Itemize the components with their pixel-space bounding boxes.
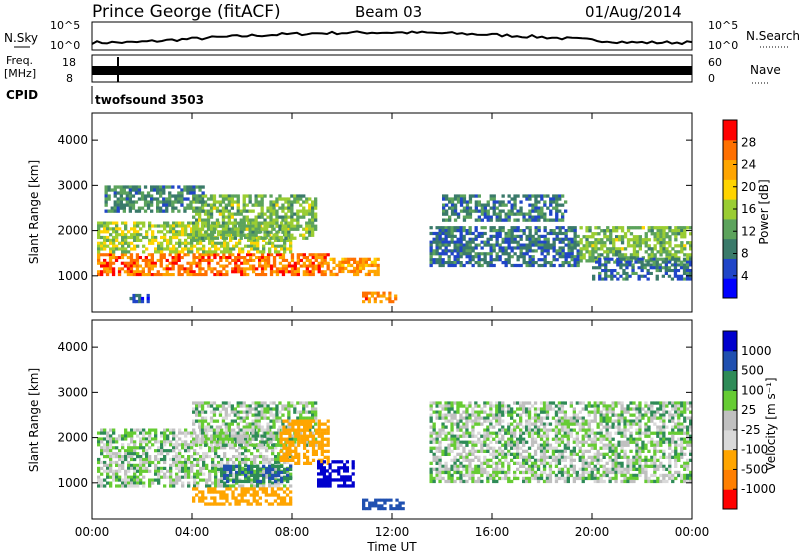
ytick-label: 2000 bbox=[57, 224, 88, 238]
power-ylabel: Slant Range [km] bbox=[27, 160, 41, 264]
velocity-echo-region bbox=[192, 487, 293, 506]
colorbar-tick-label: -500 bbox=[741, 462, 768, 476]
colorbar-swatch bbox=[723, 199, 737, 220]
xtick-label: 00:00 bbox=[675, 525, 710, 539]
ytick-label: 2000 bbox=[57, 431, 88, 445]
colorbar-swatch bbox=[723, 331, 737, 352]
noise-left-tick-top: 10^5 bbox=[50, 19, 80, 32]
power-echo-region bbox=[329, 257, 380, 277]
power-echo-region bbox=[362, 291, 398, 304]
colorbar-tick-label: 12 bbox=[741, 224, 756, 238]
cpid-name: twofsound 3503 bbox=[95, 93, 204, 107]
velocity-echo-region bbox=[279, 419, 330, 465]
colorbar-tick-label: 16 bbox=[741, 202, 756, 216]
colorbar-swatch bbox=[723, 390, 737, 411]
freq-label: Freq. bbox=[6, 54, 33, 67]
xtick-label: 12:00 bbox=[375, 525, 410, 539]
freq-right-tick-top: 60 bbox=[708, 56, 722, 69]
colorbar-swatch bbox=[723, 218, 737, 240]
velocity-colorbar: 1000 500 100 25 -25 -100 -500 -1000 bbox=[722, 330, 776, 510]
ytick-label: 3000 bbox=[57, 178, 88, 192]
nsky-label: N.Sky bbox=[4, 31, 38, 45]
freq-right-tick-bottom: 0 bbox=[708, 72, 715, 85]
power-echo-region bbox=[192, 194, 318, 240]
colorbar-tick-label: 500 bbox=[741, 364, 764, 378]
colorbar-swatch bbox=[723, 179, 737, 200]
velocity-colorbar-label: Velocity [m s⁻¹] bbox=[764, 377, 778, 470]
velocity-echo-region bbox=[429, 401, 693, 484]
power-echo-region bbox=[97, 253, 330, 277]
ytick-label: 1000 bbox=[57, 476, 88, 490]
freq-band bbox=[92, 66, 692, 75]
colorbar-swatch bbox=[723, 120, 737, 141]
xtick-label: 20:00 bbox=[575, 525, 610, 539]
freq-left-tick-top: 18 bbox=[62, 56, 76, 69]
beam-label: Beam 03 bbox=[355, 3, 422, 21]
colorbar-swatch bbox=[723, 489, 737, 510]
power-colorbar-label: Power [dB] bbox=[757, 179, 771, 244]
time-axis-label: Time UT bbox=[366, 540, 417, 554]
colorbar-tick-label: -1000 bbox=[741, 482, 776, 496]
colorbar-tick-label: 28 bbox=[741, 135, 756, 149]
power-echo-region bbox=[592, 257, 693, 281]
power-panel: 1000 2000 3000 4000 bbox=[57, 113, 693, 312]
power-colorbar: 4 8 12 16 20 24 28 bbox=[722, 119, 756, 299]
colorbar-swatch bbox=[723, 469, 737, 490]
colorbar-tick-label: 100 bbox=[741, 383, 764, 397]
colorbar-swatch bbox=[723, 350, 737, 372]
power-echo-region bbox=[129, 293, 150, 304]
freq-unit-label: [MHz] bbox=[4, 67, 36, 80]
colorbar-swatch bbox=[723, 159, 737, 180]
noise-right-tick-bottom: 10^0 bbox=[708, 39, 738, 52]
noise-left-tick-bottom: 10^0 bbox=[50, 39, 80, 52]
cpid-label: CPID bbox=[6, 88, 38, 102]
colorbar-frame bbox=[722, 330, 738, 510]
xtick-label: 04:00 bbox=[175, 525, 210, 539]
colorbar-tick-label: -25 bbox=[741, 423, 761, 437]
ytick-label: 4000 bbox=[57, 340, 88, 354]
velocity-echo-region bbox=[217, 464, 293, 484]
colorbar-tick-label: 1000 bbox=[741, 344, 772, 358]
freq-left-tick-bottom: 8 bbox=[66, 72, 73, 85]
colorbar-swatch bbox=[723, 429, 737, 451]
power-echo-region bbox=[579, 226, 693, 263]
noise-strip-frame bbox=[91, 21, 693, 51]
colorbar-tick-label: 4 bbox=[741, 269, 749, 283]
velocity-panel: 1000 2000 3000 4000 bbox=[57, 320, 693, 519]
xtick-label: 08:00 bbox=[275, 525, 310, 539]
velocity-panel-frame bbox=[91, 319, 693, 520]
ytick-label: 4000 bbox=[57, 133, 88, 147]
colorbar-swatch bbox=[723, 449, 737, 470]
power-echo-region bbox=[442, 194, 568, 222]
colorbar-swatch bbox=[723, 278, 737, 299]
colorbar-swatch bbox=[723, 238, 737, 259]
nsearch-label: N.Search bbox=[746, 29, 800, 43]
date-label: 01/Aug/2014 bbox=[585, 3, 682, 21]
velocity-echo-region bbox=[362, 498, 405, 511]
noise-right-tick-top: 10^5 bbox=[708, 19, 738, 32]
velocity-echo-region bbox=[317, 460, 355, 488]
colorbar-tick-label: 24 bbox=[741, 158, 756, 172]
colorbar-swatch bbox=[723, 370, 737, 391]
station-title: Prince George (fitACF) bbox=[92, 2, 281, 22]
colorbar-swatch bbox=[723, 139, 737, 161]
ytick-label: 3000 bbox=[57, 385, 88, 399]
time-axis: 00:00 04:00 08:00 12:00 16:00 20:00 00:00 bbox=[75, 525, 710, 539]
xtick-label: 16:00 bbox=[475, 525, 510, 539]
nave-label: Nave bbox=[750, 63, 781, 77]
colorbar-swatch bbox=[723, 258, 737, 279]
noise-trace bbox=[91, 30, 693, 46]
colorbar-tick-label: 25 bbox=[741, 403, 756, 417]
colorbar-tick-label: -100 bbox=[741, 443, 768, 457]
colorbar-swatch bbox=[723, 410, 737, 431]
velocity-ylabel: Slant Range [km] bbox=[27, 368, 41, 472]
colorbar-tick-label: 8 bbox=[741, 247, 749, 261]
power-panel-frame bbox=[91, 112, 693, 313]
ytick-label: 1000 bbox=[57, 269, 88, 283]
power-echo-region bbox=[429, 226, 580, 268]
colorbar-tick-label: 20 bbox=[741, 180, 756, 194]
power-echo-region bbox=[104, 185, 205, 213]
xtick-label: 00:00 bbox=[75, 525, 110, 539]
